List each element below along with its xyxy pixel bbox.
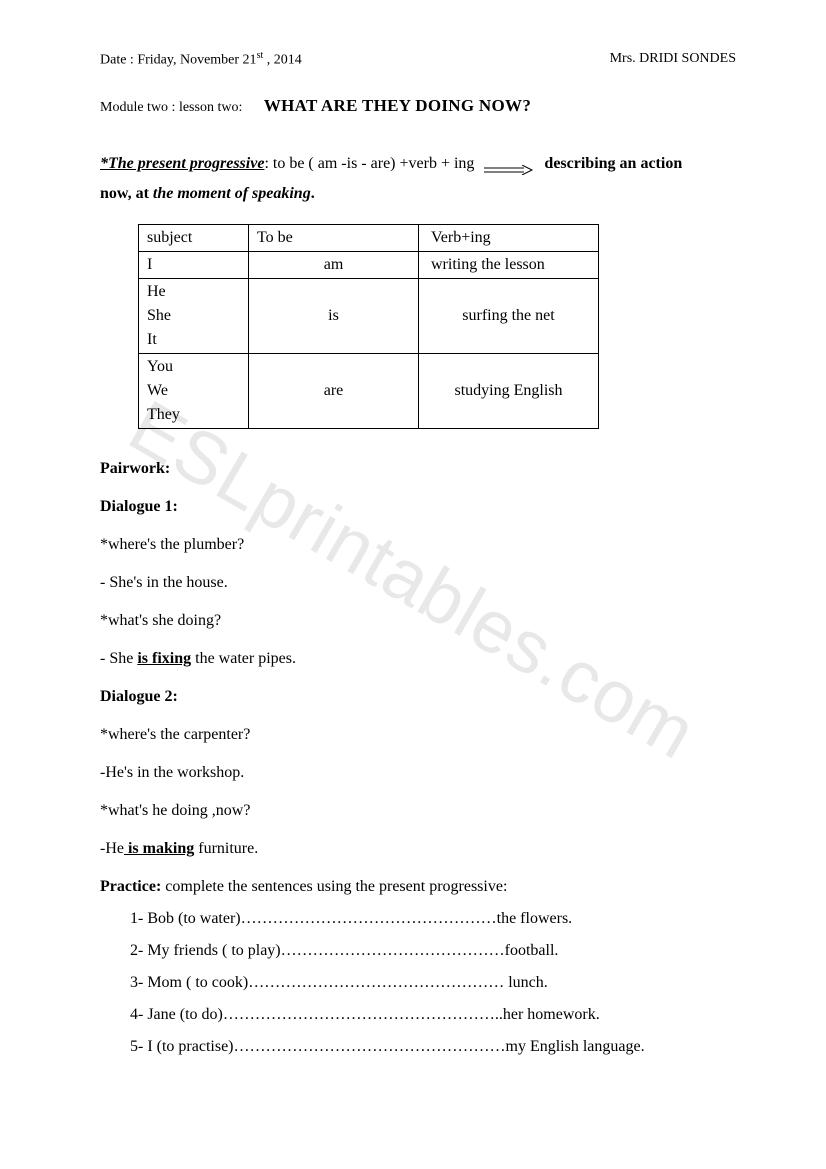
grammar-action-1: describing an action: [544, 155, 682, 172]
dialogue-line: - She is fixing the water pipes.: [100, 647, 736, 671]
teacher-name: Mrs. DRIDI SONDES: [610, 48, 736, 71]
grammar-intro-2: now, at the moment of speaking.: [100, 182, 736, 206]
th-subject: subject: [139, 225, 249, 252]
table-header-row: subject To be Verb+ing: [139, 225, 599, 252]
table-row: I am writing the lesson: [139, 252, 599, 279]
dialogue-line: *what's he doing ,now?: [100, 799, 736, 823]
cell-verb: studying English: [419, 354, 599, 429]
cell-subject: HeSheIt: [139, 279, 249, 354]
list-item: 5- I (to practise)……………………………………………my En…: [130, 1035, 736, 1059]
cell-subject: I: [139, 252, 249, 279]
practice-title: Practice:: [100, 878, 161, 895]
table-row: YouWeThey are studying English: [139, 354, 599, 429]
th-verbing: Verb+ing: [419, 225, 599, 252]
dialogue-line: -He is making furniture.: [100, 837, 736, 861]
cell-subject: YouWeThey: [139, 354, 249, 429]
cell-tobe: is: [249, 279, 419, 354]
module-prefix: Module two : lesson two:: [100, 100, 242, 115]
list-item: 1- Bob (to water)…………………………………………the flo…: [130, 907, 736, 931]
dialogue-line: *where's the plumber?: [100, 533, 736, 557]
table-row: HeSheIt is surfing the net: [139, 279, 599, 354]
dialogue1-title: Dialogue 1:: [100, 495, 736, 519]
dialogue-line: -He's in the workshop.: [100, 761, 736, 785]
pairwork-title: Pairwork:: [100, 457, 736, 481]
th-tobe: To be: [249, 225, 419, 252]
lesson-title: WHAT ARE THEY DOING NOW?: [264, 96, 531, 115]
grammar-table: subject To be Verb+ing I am writing the …: [138, 224, 599, 429]
list-item: 2- My friends ( to play)……………………………………fo…: [130, 939, 736, 963]
grammar-formula: : to be ( am -is - are) +verb + ing: [264, 155, 474, 172]
cell-verb: surfing the net: [419, 279, 599, 354]
date-text: Date : Friday, November 21st , 2014: [100, 48, 302, 71]
module-row: Module two : lesson two: WHAT ARE THEY D…: [100, 93, 736, 119]
list-item: 3- Mom ( to cook)………………………………………… lunch.: [130, 971, 736, 995]
dialogue-line: *where's the carpenter?: [100, 723, 736, 747]
grammar-label: *The present progressive: [100, 155, 264, 172]
cell-tobe: are: [249, 354, 419, 429]
dialogue-line: - She's in the house.: [100, 571, 736, 595]
grammar-intro: *The present progressive: to be ( am -is…: [100, 152, 736, 176]
header-row: Date : Friday, November 21st , 2014 Mrs.…: [100, 48, 736, 71]
practice-list: 1- Bob (to water)…………………………………………the flo…: [100, 907, 736, 1059]
practice-instruction: complete the sentences using the present…: [161, 878, 507, 895]
dialogue2-title: Dialogue 2:: [100, 685, 736, 709]
dialogue-line: *what's she doing?: [100, 609, 736, 633]
cell-verb: writing the lesson: [419, 252, 599, 279]
list-item: 4- Jane (to do)……………………………………………..her ho…: [130, 1003, 736, 1027]
arrow-icon: [484, 159, 534, 169]
practice-section: Practice: complete the sentences using t…: [100, 875, 736, 1059]
cell-tobe: am: [249, 252, 419, 279]
